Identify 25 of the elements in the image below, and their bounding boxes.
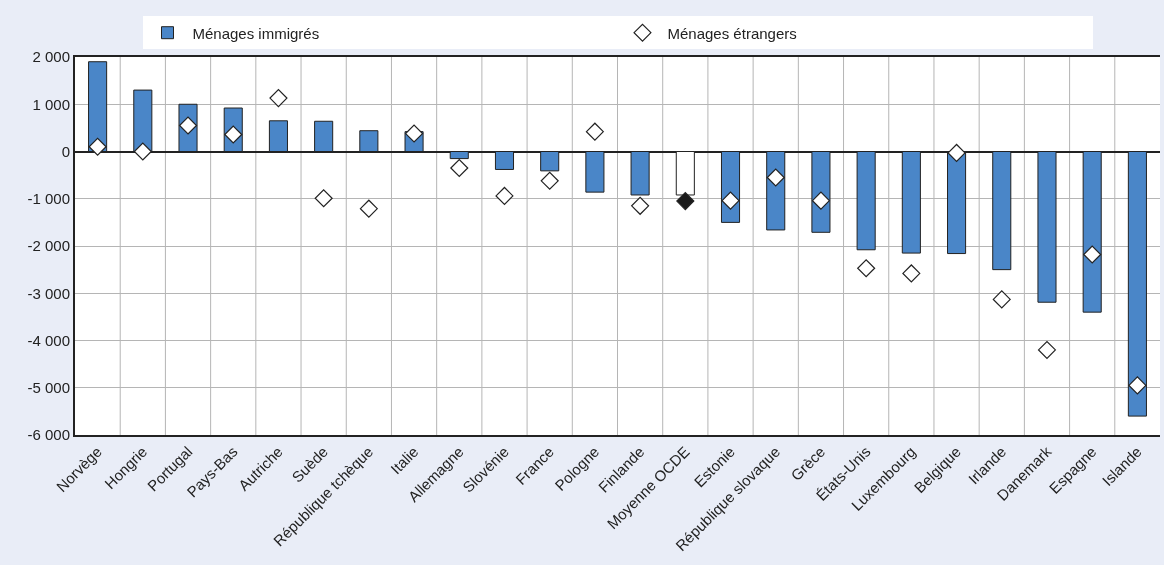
- point: [314, 189, 333, 208]
- y-tick-label: -3 000: [27, 284, 70, 302]
- point: [133, 142, 152, 161]
- y-tick-label: -4 000: [27, 331, 70, 349]
- y-tick-label: -6 000: [27, 426, 70, 444]
- point: [1083, 245, 1102, 264]
- point: [405, 124, 424, 143]
- legend-label: Ménages immigrés: [192, 24, 320, 42]
- point: [766, 168, 785, 187]
- y-tick-label: 1 000: [32, 95, 70, 113]
- y-tick-label: -2 000: [27, 237, 70, 255]
- point: [721, 191, 740, 210]
- point: [676, 192, 695, 211]
- y-tick-label: 0: [61, 142, 70, 160]
- point: [88, 137, 107, 156]
- point: [902, 264, 921, 283]
- legend-label: Ménages étrangers: [667, 24, 797, 42]
- point: [1128, 376, 1147, 395]
- y-tick-label: -5 000: [27, 379, 70, 396]
- point: [1037, 340, 1057, 359]
- y-tick-label: 2 000: [32, 48, 70, 66]
- y-tick-label: -1 000: [27, 190, 70, 207]
- point: [631, 196, 650, 215]
- point: [947, 143, 966, 162]
- point: [178, 116, 198, 135]
